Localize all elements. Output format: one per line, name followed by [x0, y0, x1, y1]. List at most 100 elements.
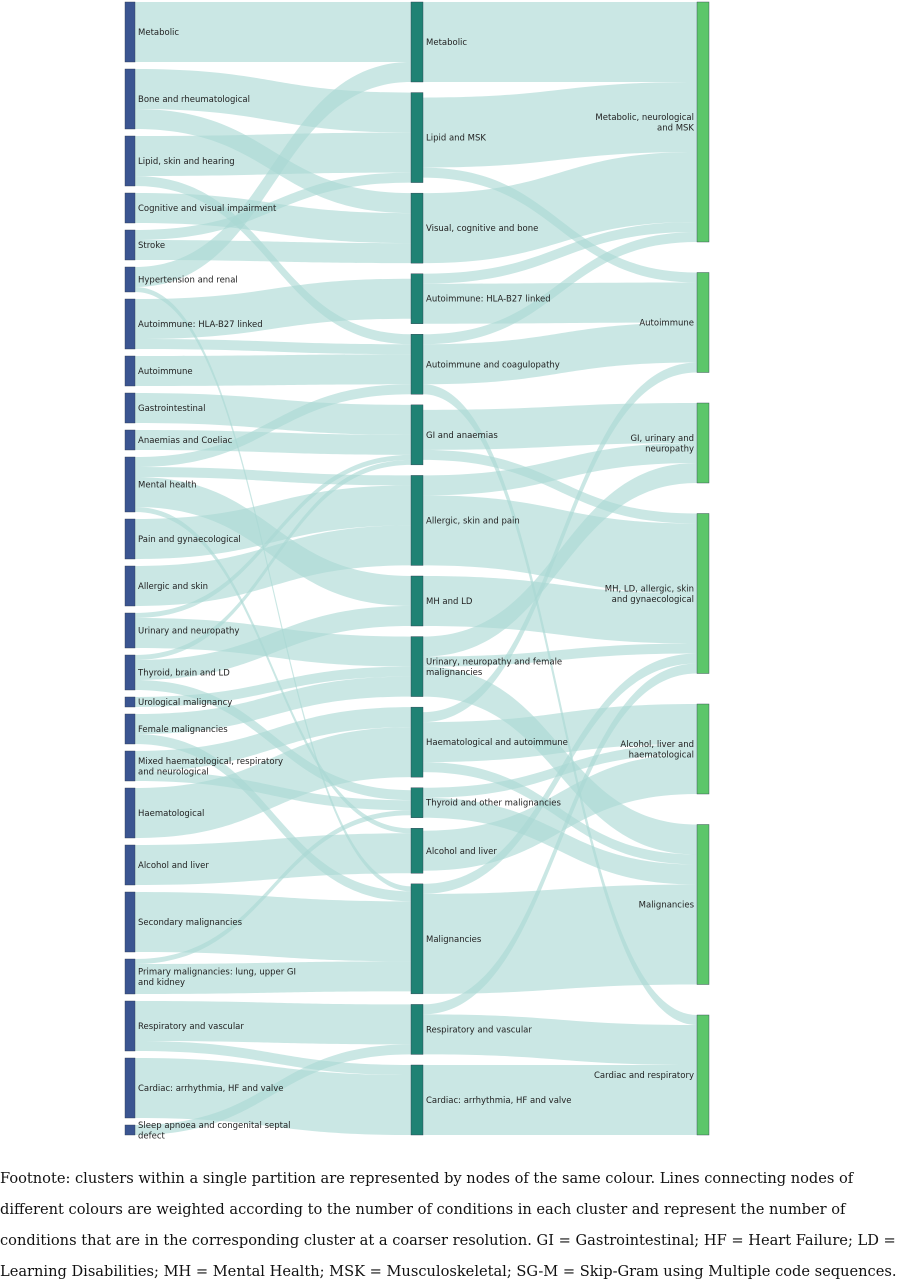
node-label-c3: GI, urinary and neuropathy [630, 434, 694, 455]
link-f24-m15 [135, 1058, 411, 1135]
link-f25-m14 [135, 1044, 411, 1135]
link-f16-m9 [135, 666, 411, 707]
node-m11 [410, 787, 424, 818]
node-label-m9: Urinary, neuropathy and female malignanci… [426, 657, 562, 678]
link-f23-m14 [135, 1001, 411, 1045]
node-label-f4: Cognitive and visual impairment [138, 204, 277, 214]
node-m5 [410, 334, 424, 395]
node-f14 [124, 612, 136, 649]
node-f18 [124, 750, 136, 782]
node-label-f21: Secondary malignancies [138, 918, 243, 928]
node-m9 [410, 636, 424, 697]
node-f2 [124, 68, 136, 130]
node-label-m11: Thyroid and other malignancies [425, 799, 561, 809]
link-f9-m6 [135, 393, 411, 435]
link-m10-c5 [423, 704, 697, 763]
node-f4 [124, 192, 136, 224]
link-m15-c7 [423, 1065, 697, 1135]
node-f23 [124, 1000, 136, 1052]
link-m5-c2 [423, 322, 697, 385]
node-label-f8: Autoimmune [138, 367, 193, 377]
link-f17-m9 [135, 676, 411, 734]
link-f23-m15 [135, 1041, 411, 1075]
link-f18-m10 [135, 707, 411, 771]
labels-layer: Metabolic Bone and rheumatological Lipid, … [137, 28, 695, 1140]
node-label-c2: Autoimmune [639, 319, 694, 329]
link-f20-m12 [135, 833, 411, 885]
node-label-m14: Respiratory and vascular [426, 1025, 532, 1035]
link-f14-m6 [135, 454, 411, 618]
node-c3 [696, 402, 710, 484]
node-label-c5: Alcohol, liver and haematological [620, 740, 694, 761]
node-label-f14: Urinary and neuropathy [138, 627, 239, 637]
link-m14-c7 [423, 1014, 697, 1065]
link-m2-c1 [423, 82, 697, 168]
node-label-f7: Autoimmune: HLA-B27 linked [138, 320, 263, 330]
node-f6 [124, 266, 136, 293]
node-label-m10: Haematological and autoimmune [426, 738, 568, 748]
node-label-m12: Alcohol and liver [426, 847, 497, 857]
node-f3 [124, 135, 136, 187]
node-label-m4: Autoimmune: HLA-B27 linked [426, 295, 551, 305]
node-label-f15: Thyroid, brain and LD [137, 669, 230, 679]
node-label-f9: Gastrointestinal [138, 404, 205, 414]
link-f5-m3 [135, 240, 411, 264]
link-f1-m1 [135, 2, 411, 62]
link-m9-c3 [423, 463, 697, 657]
node-label-c1: Metabolic, neurological and MSK [595, 113, 694, 134]
node-f1 [124, 1, 136, 63]
link-f6-m13 [135, 287, 411, 892]
node-label-f11: Mental health [138, 481, 196, 491]
link-f7-m5 [135, 339, 411, 355]
node-m2 [410, 92, 424, 183]
node-label-c6: Malignancies [639, 901, 695, 911]
node-f13 [124, 565, 136, 607]
node-label-m2: Lipid and MSK [426, 134, 486, 144]
node-f25 [124, 1124, 136, 1136]
node-m8 [410, 575, 424, 627]
node-f5 [124, 229, 136, 261]
sankey-diagram: Metabolic Bone and rheumatological Lipid, … [124, 1, 710, 1140]
link-m3-c1 [423, 152, 697, 264]
node-f9 [124, 392, 136, 424]
node-m14 [410, 1004, 424, 1055]
node-label-m7: Allergic, skin and pain [426, 516, 520, 526]
node-label-f16: Urological malignancy [138, 698, 232, 708]
node-m7 [410, 475, 424, 566]
node-label-m1: Metabolic [426, 38, 467, 48]
node-label-f24: Cardiac: arrhythmia, HF and valve [138, 1084, 284, 1094]
node-label-m6: GI and anaemias [426, 431, 498, 441]
node-f11 [124, 456, 136, 513]
node-label-m3: Visual, cognitive and bone [426, 224, 538, 234]
node-label-m8: MH and LD [426, 597, 473, 607]
node-label-c7: Cardiac and respiratory [594, 1071, 694, 1081]
node-m12 [410, 828, 424, 874]
link-f4-m3 [135, 193, 411, 244]
node-label-c4: MH, LD, allergic, skin and gynaecological [605, 584, 694, 605]
link-m4-c1 [423, 222, 697, 284]
node-f12 [124, 518, 136, 560]
node-f24 [124, 1057, 136, 1119]
node-c2 [696, 272, 710, 373]
link-f7-m4 [135, 278, 411, 339]
link-f6-m1 [135, 62, 411, 287]
link-m13-c4 [423, 653, 697, 894]
node-f7 [124, 298, 136, 350]
node-label-m5: Autoimmune and coagulopathy [426, 360, 560, 370]
node-f15 [124, 654, 136, 691]
node-label-f20: Alcohol and liver [138, 861, 209, 871]
link-f5-m2 [135, 172, 411, 240]
node-f22 [124, 958, 136, 995]
link-f8-m5 [135, 354, 411, 386]
node-f16 [124, 696, 136, 708]
node-label-f18: Mixed haematological, respiratory and neu… [138, 757, 283, 778]
link-f11-m12 [135, 507, 411, 834]
link-m7-c3 [423, 443, 697, 496]
node-m6 [410, 404, 424, 466]
footnote: Footnote: clusters within a single parti… [0, 1170, 897, 1280]
link-f10-m6 [135, 430, 411, 455]
node-label-m15: Cardiac: arrhythmia, HF and valve [426, 1096, 572, 1106]
node-label-f6: Hypertension and renal [138, 276, 238, 286]
node-c7 [696, 1014, 710, 1136]
node-m1 [410, 1, 424, 83]
